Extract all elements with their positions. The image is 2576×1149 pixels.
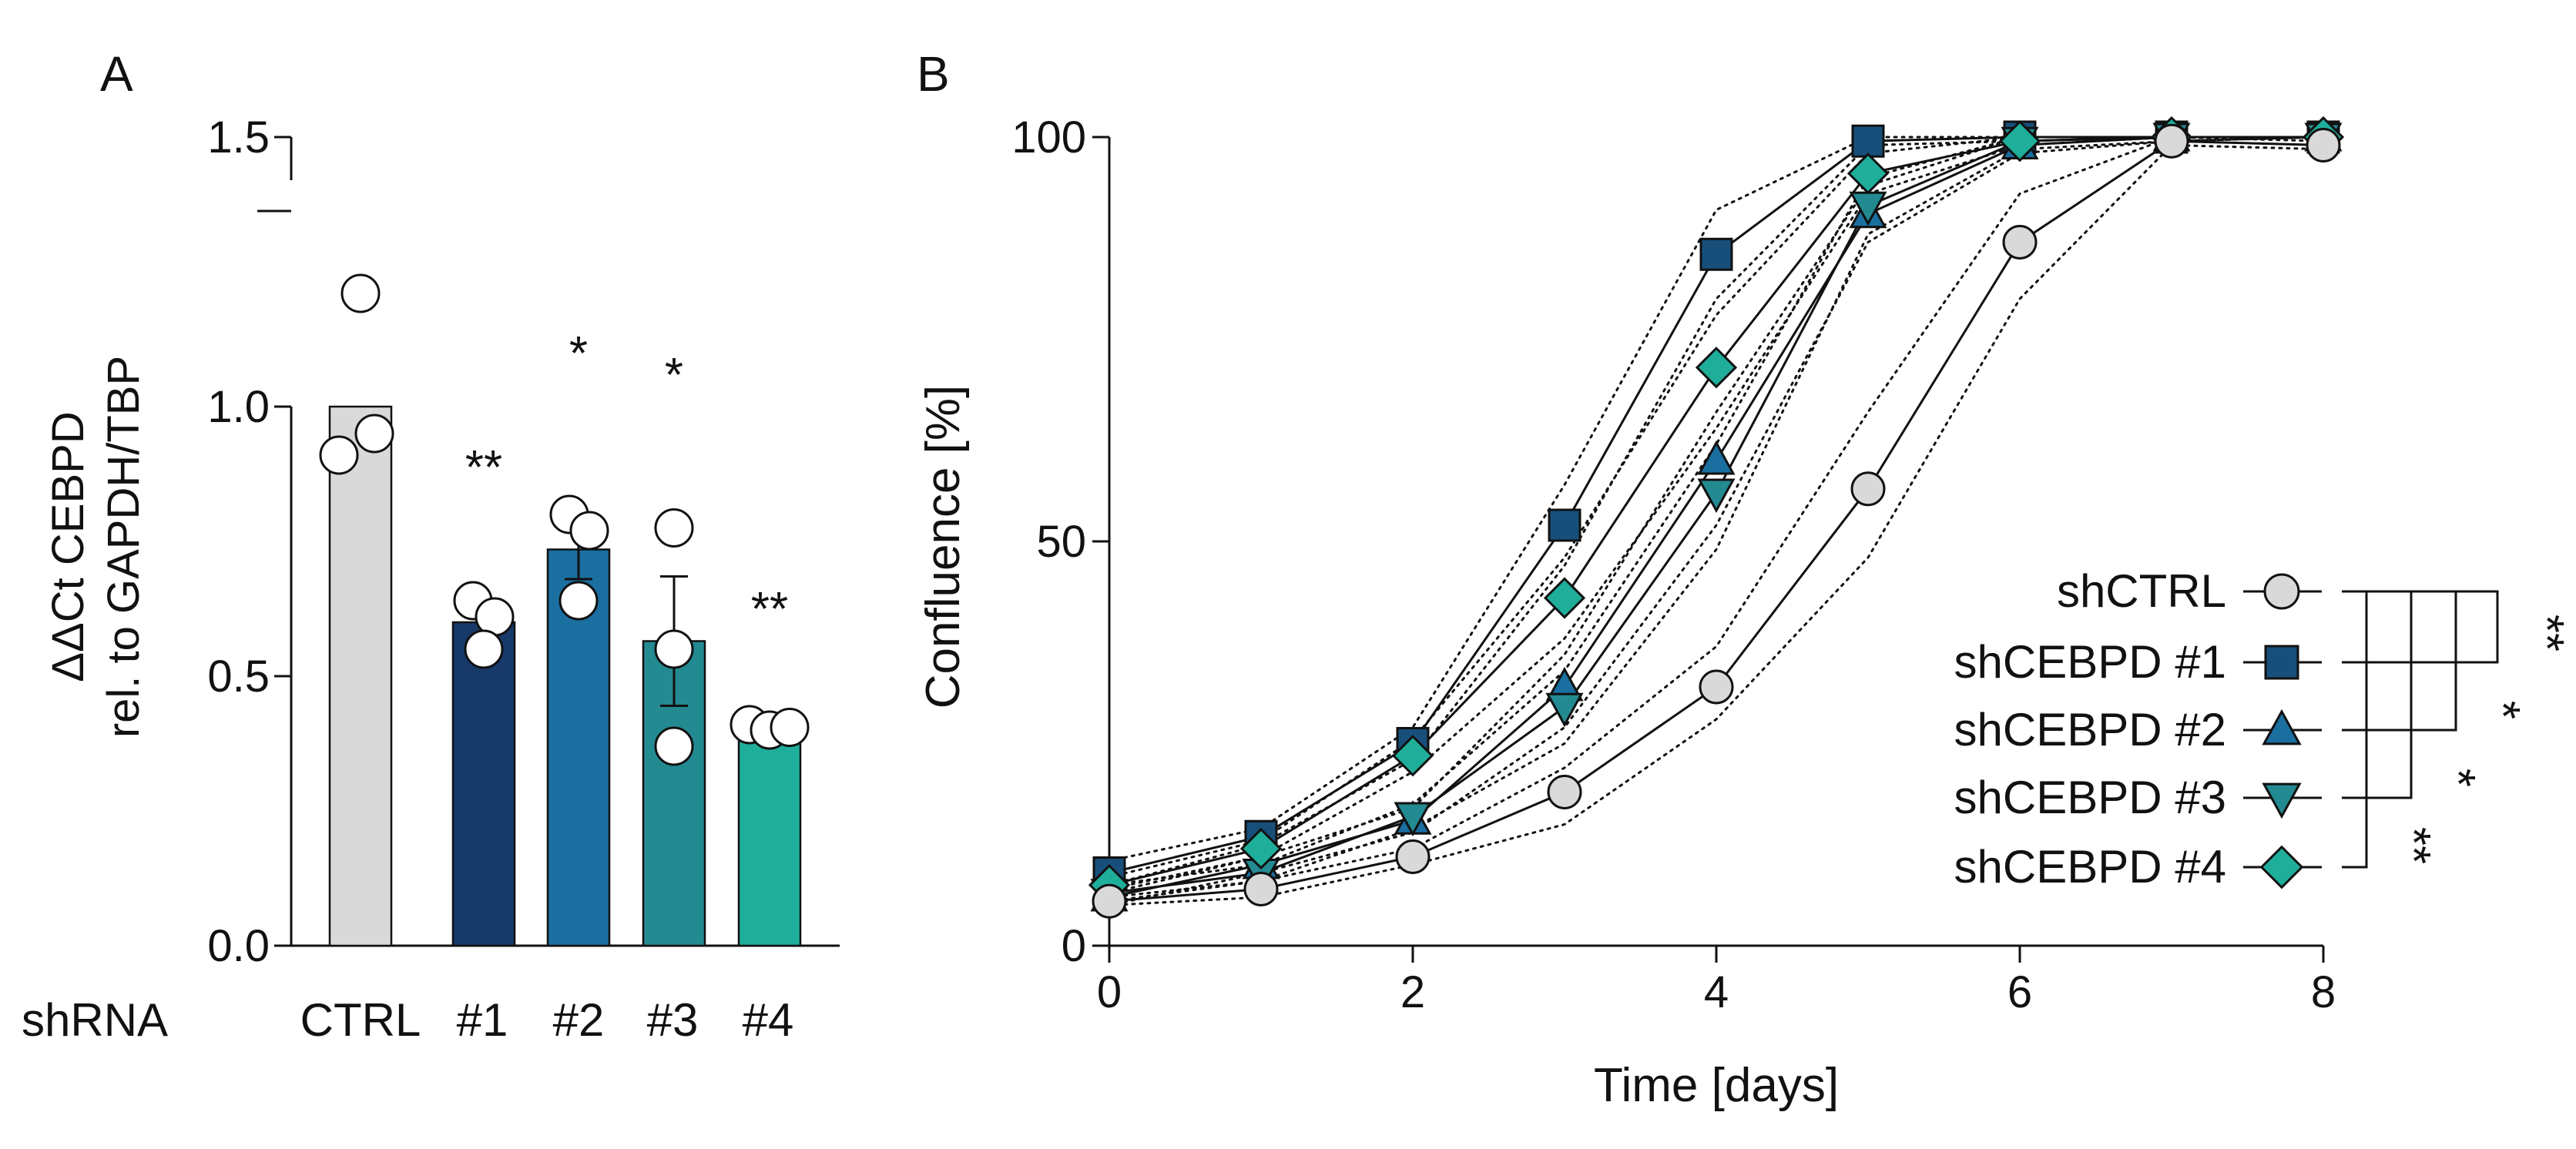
significance-mark: *	[2476, 701, 2529, 719]
marker-diamond	[2259, 845, 2304, 889]
significance-mark: **	[2520, 615, 2573, 652]
panel-b-label: B	[917, 46, 950, 102]
significance-mark: **	[751, 583, 788, 636]
panel-a-label: A	[100, 46, 133, 102]
marker-circle	[2002, 225, 2038, 260]
marker-circle	[1547, 775, 1582, 809]
marker-triangle-up	[2262, 708, 2302, 745]
data-point	[654, 726, 694, 766]
marker-diamond	[1695, 347, 1738, 389]
data-point	[340, 273, 381, 313]
x-tick-label: 6	[2007, 967, 2032, 1017]
data-point	[654, 629, 694, 669]
marker-circle	[1092, 883, 1127, 919]
legend-label: shCEBPD #2	[1954, 704, 2227, 755]
legend-label: shCEBPD #4	[1954, 841, 2227, 893]
marker-square	[1851, 124, 1885, 158]
significance-mark: *	[2431, 769, 2484, 787]
marker-triangle-down	[1394, 802, 1432, 837]
marker-square	[1548, 508, 1581, 542]
marker-circle	[2263, 573, 2300, 610]
bracket-ctrl-vs-3	[2342, 590, 2413, 799]
y-tick-label: 50	[1036, 517, 1086, 567]
marker-circle	[1395, 839, 1431, 874]
confidence-band-lower	[1108, 136, 2325, 906]
marker-circle	[1699, 669, 1734, 705]
data-point	[319, 435, 359, 475]
data-point	[654, 508, 694, 548]
legend-label: shCTRL	[2057, 565, 2226, 617]
y-tick-label: 100	[1011, 112, 1086, 162]
x-tick-label: 8	[2311, 967, 2336, 1017]
marker-triangle-down	[1545, 692, 1584, 728]
confidence-band-upper	[1108, 136, 2325, 899]
significance-mark: **	[2386, 827, 2440, 864]
marker-triangle-up	[1697, 440, 1736, 475]
y-axis-label: Confluence [%]	[917, 385, 970, 708]
bracket-ctrl-vs-1	[2342, 590, 2499, 664]
marker-diamond	[1543, 577, 1586, 619]
marker-diamond	[1846, 152, 1890, 195]
bracket-ctrl-vs-4	[2342, 590, 2368, 869]
significance-mark: *	[569, 327, 588, 380]
bar	[737, 723, 802, 947]
x-tick-label: #4	[743, 994, 794, 1046]
y-tick-label: 0.5	[207, 652, 270, 702]
marker-circle	[2306, 128, 2341, 162]
y-tick-label: 0.0	[207, 921, 270, 971]
marker-circle	[2154, 123, 2189, 159]
x-tick-label: CTRL	[300, 994, 421, 1046]
x-tick-label: 4	[1704, 967, 1729, 1017]
panel-a-bar-chart: 0.0 0.5 1.0 1.5 ΔΔCt CEBPD rel. to GAPDH/TBP s…	[22, 112, 840, 1046]
bar	[451, 621, 516, 947]
marker-diamond	[1998, 120, 2041, 162]
confidence-band-lower	[1108, 143, 2325, 906]
x-axis-label: Time [days]	[1594, 1059, 1839, 1112]
marker-diamond	[1391, 735, 1434, 777]
bar	[328, 405, 393, 947]
bracket-ctrl-vs-2	[2342, 590, 2457, 732]
legend-label: shCEBPD #1	[1954, 636, 2227, 688]
marker-triangle-down	[2262, 782, 2302, 819]
marker-circle	[1243, 872, 1279, 906]
marker-diamond	[1239, 827, 1283, 870]
data-point	[569, 511, 609, 551]
data-point	[558, 581, 599, 621]
marker-circle	[1850, 471, 1886, 507]
panel-b-line-chart: 0 50 100 0 2 4 6 8 Time [days] Confluence [%] shCT…	[917, 112, 2573, 1112]
x-tick-label: #1	[457, 994, 508, 1046]
data-point	[770, 708, 810, 747]
marker-square	[1699, 237, 1733, 271]
significance-mark: **	[465, 441, 502, 494]
y-axis-label-line2: rel. to GAPDH/TBP	[99, 356, 149, 738]
marker-triangle-down	[1697, 478, 1736, 514]
y-tick-label: 0	[1062, 921, 1086, 971]
x-tick-label: #2	[553, 994, 605, 1046]
confidence-band-lower	[1108, 136, 2325, 903]
significance-mark: *	[665, 349, 683, 402]
x-row-label: shRNA	[22, 994, 168, 1046]
data-point	[354, 414, 394, 454]
y-axis-label-line1: ΔΔCt CEBPD	[43, 411, 93, 682]
x-tick-label: #3	[647, 994, 699, 1046]
x-tick-label: 0	[1097, 967, 1122, 1017]
legend-label: shCEBPD #3	[1954, 772, 2227, 823]
y-tick-label: 1.5	[207, 112, 270, 162]
y-tick-label: 1.0	[207, 382, 270, 432]
marker-square	[2264, 645, 2299, 680]
x-tick-label: 2	[1400, 967, 1425, 1017]
data-point	[464, 629, 504, 669]
